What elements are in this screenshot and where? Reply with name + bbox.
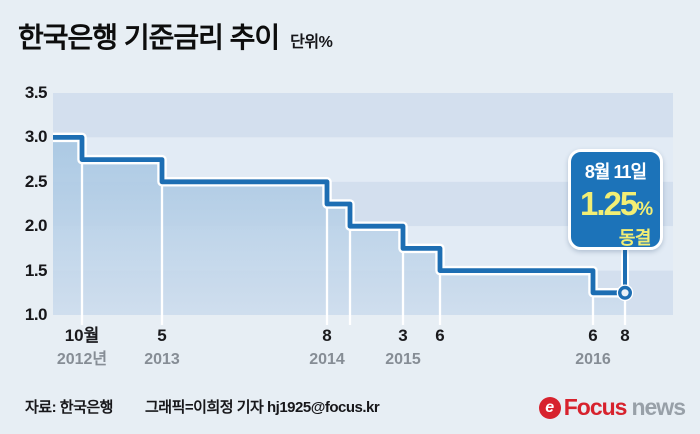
rate-line — [53, 135, 625, 296]
focusnews-swirl-icon: e — [538, 396, 561, 419]
end-marker — [618, 285, 633, 300]
page-title: 한국은행 기준금리 추이 — [18, 22, 280, 53]
unit-label: 단위% — [290, 34, 333, 51]
rate-callout: 8월 11일 1.25% 동결 — [568, 149, 663, 250]
callout-rate-value: 1.25 — [580, 185, 638, 222]
header: 한국은행 기준금리 추이 단위% — [18, 16, 333, 56]
callout-status: 동결 — [618, 228, 652, 248]
callout-date: 8월 11일 — [584, 162, 647, 182]
logo-text-focus: Focus — [563, 394, 628, 420]
callout-rate-percent: % — [636, 199, 654, 220]
source-label: 자료: 한국은행 — [25, 399, 113, 416]
logo-text-news: news — [631, 394, 686, 420]
credit-label: 그래픽=이희정 기자 hj1925@focus.kr — [145, 399, 380, 416]
focusnews-logo: e Focus news — [538, 394, 686, 421]
grid-band — [53, 93, 673, 138]
callout-rate: 1.25% — [580, 185, 654, 223]
